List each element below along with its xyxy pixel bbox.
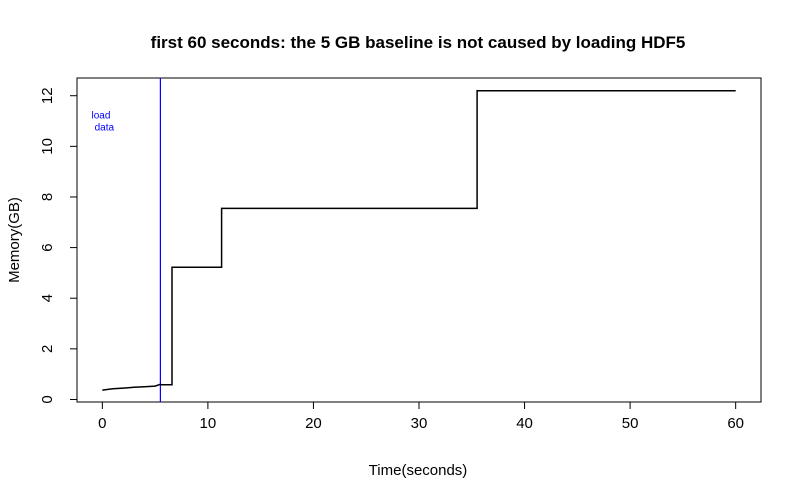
y-tick-label: 2 bbox=[39, 345, 56, 353]
y-tick-label: 10 bbox=[39, 138, 56, 155]
y-axis-label: Memory(GB) bbox=[6, 197, 23, 283]
chart-title: first 60 seconds: the 5 GB baseline is n… bbox=[151, 33, 686, 52]
x-axis-label: Time(seconds) bbox=[369, 462, 468, 479]
plot-frame bbox=[76, 77, 762, 403]
annotation-line-data: data bbox=[95, 123, 115, 134]
x-axis: 0 10 20 30 40 50 60 bbox=[98, 401, 744, 432]
y-tick-label: 12 bbox=[39, 87, 56, 104]
x-tick-label: 0 bbox=[98, 415, 106, 432]
x-tick-label: 60 bbox=[727, 415, 744, 432]
series-line bbox=[102, 89, 736, 391]
annotation-line-load: load bbox=[91, 111, 110, 122]
y-axis: 0 2 4 6 8 10 12 bbox=[39, 87, 78, 404]
y-tick-label: 4 bbox=[39, 294, 56, 302]
load-data-annotation: load data bbox=[91, 111, 114, 134]
series-group bbox=[102, 89, 736, 391]
y-tick-label: 0 bbox=[39, 395, 56, 403]
x-tick-label: 20 bbox=[305, 415, 322, 432]
y-tick-label: 8 bbox=[39, 193, 56, 201]
x-tick-label: 50 bbox=[622, 415, 639, 432]
x-tick-label: 40 bbox=[516, 415, 533, 432]
x-tick-label: 30 bbox=[411, 415, 428, 432]
x-tick-label: 10 bbox=[200, 415, 217, 432]
y-tick-label: 6 bbox=[39, 243, 56, 251]
